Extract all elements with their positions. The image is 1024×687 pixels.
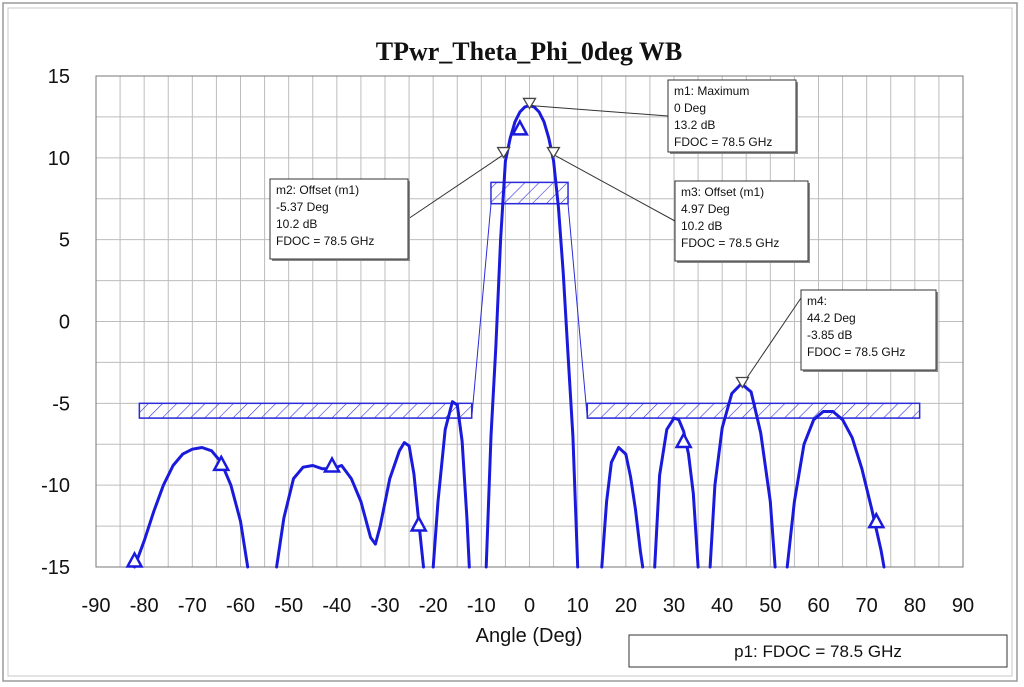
x-tick-label: 30 [663,595,685,617]
x-tick-label: 0 [524,595,535,617]
marker-leader [529,104,669,117]
y-tick-label: -10 [41,475,70,497]
legend-label: p1: FDOC = 78.5 GHz [734,642,902,661]
inner-border [7,7,1013,677]
marker-label-line: 10.2 dB [681,219,722,233]
marker-label-line: 44.2 Deg [807,311,856,325]
marker-box [674,180,809,262]
marker-label-line: FDOC = 78.5 GHz [276,234,374,248]
series-line [484,104,580,569]
x-tick-label: -10 [467,595,496,617]
x-tick-label: 40 [711,595,733,617]
x-tick-label: 60 [807,595,829,617]
marker-box [269,178,409,260]
marker-label-line: 0 Deg [674,101,706,115]
trace-marker [322,455,342,473]
y-tick-label: 0 [59,312,70,334]
x-tick-label: 90 [952,595,974,617]
plot-area-border [95,75,964,568]
trace-markers [125,118,886,568]
series-line [785,410,886,569]
y-tick-label: -5 [52,393,70,415]
x-tick-label: 10 [567,595,589,617]
marker-label-line: m1: Maximum [674,84,749,98]
y-tick-label: 15 [48,66,70,88]
x-tick-label: 20 [615,595,637,617]
series-line [133,446,250,569]
marker-annotations: m1: Maximum 0 Deg 13.2 dB FDOC = 78.5 GHz m2… [269,79,938,389]
marker-label-line: FDOC = 78.5 GHz [681,236,779,250]
marker-label-line: 4.97 Deg [681,202,730,216]
marker-leader [407,154,504,220]
x-tick-label: -40 [322,595,351,617]
trace-marker [867,511,886,529]
legend-box [628,634,1008,668]
trace-marker [409,514,428,532]
marker-label-line: -5.37 Deg [276,200,329,214]
x-tick-label: -30 [371,595,400,617]
trace-marker [212,454,231,472]
marker-label-line: FDOC = 78.5 GHz [674,135,772,149]
data-series [133,104,886,569]
x-tick-label: -50 [274,595,303,617]
marker-label-line: m3: Offset (m1) [681,185,764,199]
y-tick-labels: 15 10 5 0 -5 -10 -15 [41,66,70,579]
marker-point [522,97,537,110]
trace-marker [125,550,144,568]
marker-label-line: 13.2 dB [674,118,715,132]
x-tick-label: 50 [759,595,781,617]
y-tick-label: 5 [59,230,70,252]
x-tick-label: -90 [82,595,111,617]
marker-point [735,376,750,389]
x-tick-label: -80 [130,595,159,617]
mask-line [139,203,920,419]
series-line [653,416,700,569]
chart-title: TPwr_Theta_Phi_0deg WB [376,37,682,66]
legend: p1: FDOC = 78.5 GHz [628,634,1008,668]
marker-label-line: 10.2 dB [276,217,317,231]
series-line [600,446,645,569]
trace-marker [510,118,529,136]
marker-label-line: FDOC = 78.5 GHz [807,345,905,359]
y-tick-label: 10 [48,148,70,170]
marker-label-line: -3.85 dB [807,328,852,342]
marker-point [496,146,511,159]
marker-point [546,146,561,159]
x-tick-label: -20 [419,595,448,617]
marker-box [667,79,797,153]
x-tick-label: 80 [904,595,926,617]
trace-marker [674,431,693,449]
marker-label-line: m2: Offset (m1) [276,183,359,197]
x-tick-label: -60 [226,595,255,617]
x-tick-labels: -90 -80 -70 -60 -50 -40 -30 -20 -10 0 10 20 30 40 50 60… [82,595,975,617]
x-tick-label: -70 [178,595,207,617]
series-line [431,400,471,569]
x-tick-label: 70 [856,595,878,617]
x-axis-label: Angle (Deg) [476,625,583,647]
series-line [275,441,425,569]
marker-leader [741,297,802,385]
mask-region [138,402,473,419]
marker-label-line: m4: [807,294,827,308]
marker-box [800,289,937,371]
marker-leader [553,154,676,222]
y-tick-label: -15 [41,557,70,579]
